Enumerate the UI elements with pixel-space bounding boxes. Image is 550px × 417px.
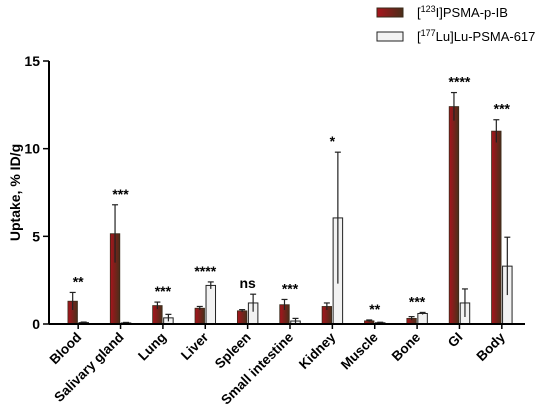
y-tick-label: 5: [32, 228, 40, 244]
bar-series1: [236, 310, 248, 325]
legend-label: [177Lu]Lu-PSMA-617: [417, 28, 535, 44]
y-tick-label: 0: [32, 316, 40, 332]
legend-label: [123I]PSMA-p-IB: [417, 4, 508, 20]
significance-label: ***: [155, 283, 172, 299]
significance-label: *: [330, 133, 336, 149]
bar-series1: [491, 130, 502, 325]
bar-series2: [417, 312, 428, 325]
category-label: Liver: [178, 329, 212, 363]
legend-swatch: [376, 31, 404, 42]
legend-swatch: [376, 7, 404, 18]
y-tick-label: 10: [24, 141, 40, 157]
significance-label: ***: [282, 280, 299, 296]
category-label: Small intestine: [218, 329, 296, 407]
significance-label: **: [369, 301, 380, 317]
category-label: Kidney: [296, 329, 339, 372]
significance-label: ****: [449, 74, 471, 90]
bar-series1: [194, 307, 205, 325]
significance-label: ***: [409, 293, 426, 309]
y-tick-label: 15: [24, 53, 40, 69]
legend: [123I]PSMA-p-IB [177Lu]Lu-PSMA-617: [376, 4, 535, 44]
significance-label: ***: [112, 186, 129, 202]
y-axis-label: Uptake, % ID/g: [7, 144, 23, 241]
y-axis: 0 5 10 15: [24, 53, 50, 332]
category-label: Blood: [47, 330, 85, 368]
category-label: Bone: [389, 329, 424, 364]
significance-label: ***: [494, 101, 511, 117]
significance-label: ns: [239, 275, 256, 291]
category-label: Body: [473, 329, 508, 364]
category-label: GI: [445, 330, 466, 351]
bar-series1: [448, 106, 460, 325]
category-label: Muscle: [338, 329, 381, 372]
significance-label: ****: [194, 263, 216, 279]
category-label: Lung: [135, 330, 169, 364]
category-label: Spleen: [212, 330, 254, 372]
bars: ************ns ****** **********: [67, 74, 513, 325]
significance-label: **: [73, 273, 84, 289]
bar-series2: [205, 284, 217, 325]
